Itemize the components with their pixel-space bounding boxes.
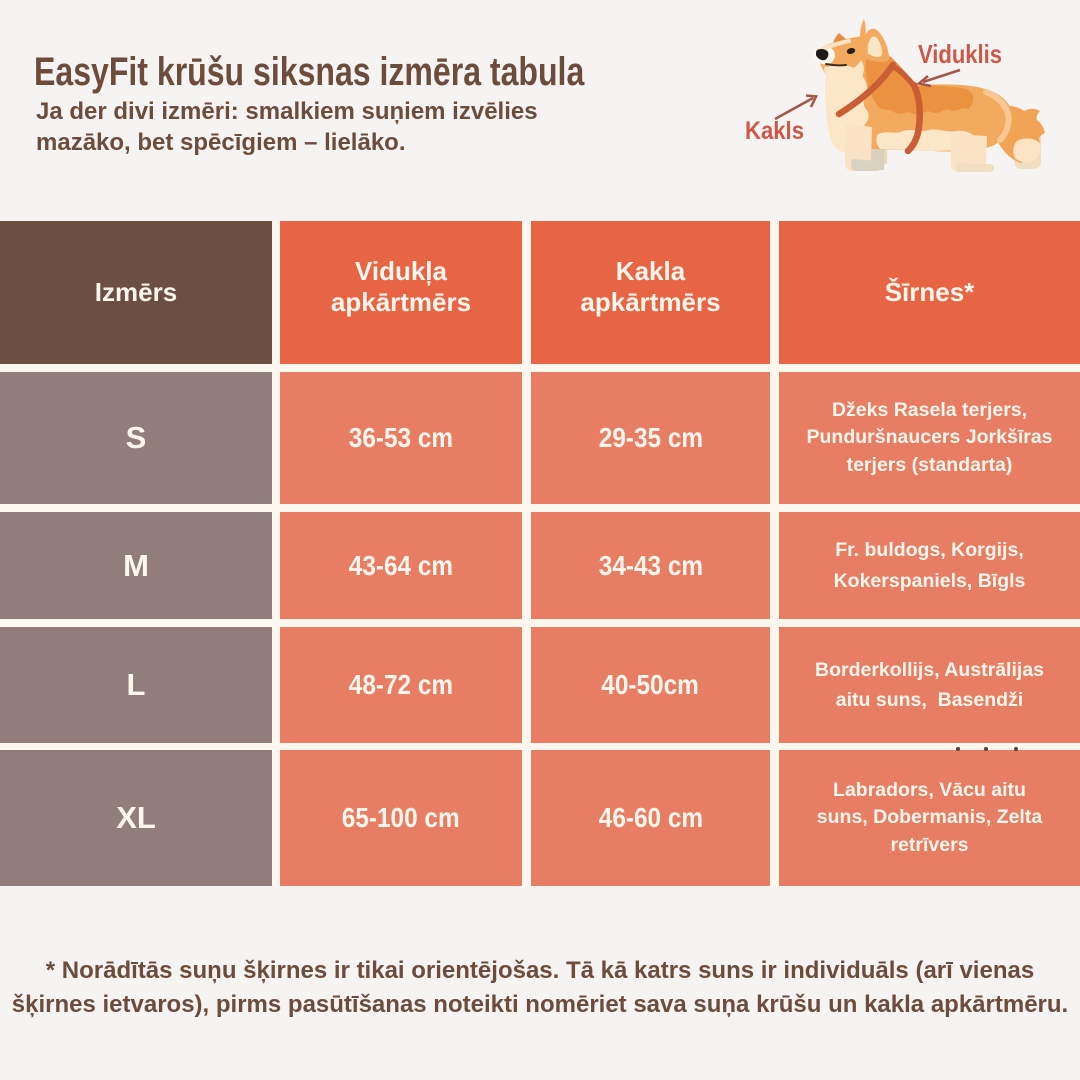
svg-text:Kakls: Kakls: [745, 117, 804, 145]
svg-text:Viduklis: Viduklis: [918, 39, 1002, 69]
